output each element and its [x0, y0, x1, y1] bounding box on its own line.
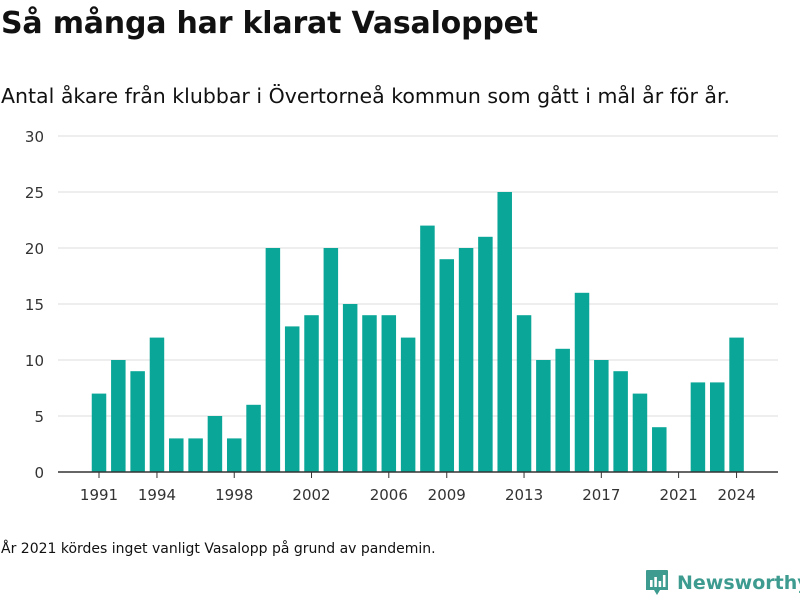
bar-1996 [188, 438, 203, 472]
y-axis-ticks: 0 5 10 15 20 25 30 [25, 128, 44, 482]
y-tick-label: 0 [34, 464, 44, 482]
x-tick-label: 2024 [717, 486, 755, 504]
x-tick-label: 1991 [80, 486, 118, 504]
y-tick-label: 20 [25, 240, 44, 258]
bar-2013 [516, 315, 532, 472]
bar-2008 [420, 225, 435, 472]
x-tick-label: 2006 [370, 486, 408, 504]
x-tick-label: 1994 [138, 486, 176, 504]
bar-1999 [246, 404, 261, 472]
bars [91, 192, 744, 472]
bar-2009 [439, 259, 455, 472]
bar-1998 [226, 438, 242, 472]
bar-2011 [478, 236, 493, 472]
x-tick-label: 1998 [215, 486, 253, 504]
bar-2015 [555, 348, 570, 472]
bar-1992 [111, 360, 126, 472]
x-axis-ticks: 1991 1994 1998 2002 2006 2009 2013 2017 2021 2024 [80, 472, 756, 504]
x-tick-label: 2002 [292, 486, 330, 504]
bar-1997 [207, 416, 223, 472]
gridlines [58, 135, 778, 417]
brand: Newsworthy [645, 569, 800, 597]
bar-1993 [130, 371, 145, 472]
bar-1994 [149, 337, 165, 472]
newsworthy-logo-icon [646, 570, 668, 595]
chart-title: Så många har klarat Vasaloppet [1, 6, 538, 41]
bar-chart: 0 5 10 15 20 25 30 1991 1994 1998 2002 2006 2009 201… [25, 128, 778, 504]
y-tick-label: 30 [25, 128, 44, 146]
bar-2004 [342, 304, 358, 472]
y-tick-label: 10 [25, 352, 44, 370]
x-tick-label: 2017 [582, 486, 620, 504]
bar-1995 [169, 438, 184, 472]
brand-name: Newsworthy [677, 572, 800, 594]
footnote: År 2021 kördes inget vanligt Vasalopp på… [1, 541, 436, 557]
bar-2005 [362, 315, 377, 472]
chart-subtitle: Antal åkare från klubbar i Övertorneå ko… [1, 84, 731, 108]
bar-2003 [323, 248, 339, 472]
bar-2023 [709, 382, 725, 472]
bar-2019 [632, 393, 648, 472]
bar-2006 [381, 315, 397, 472]
bar-2022 [690, 382, 706, 472]
bar-2010 [458, 248, 474, 472]
bar-2017 [594, 360, 609, 472]
y-tick-label: 25 [25, 184, 44, 202]
bar-2000 [265, 248, 281, 472]
y-tick-label: 5 [34, 408, 44, 426]
bar-2014 [536, 360, 551, 472]
y-tick-label: 15 [25, 296, 44, 314]
bar-2016 [574, 292, 590, 472]
bar-2020 [652, 427, 667, 472]
bar-2024 [729, 337, 744, 472]
x-tick-label: 2021 [660, 486, 698, 504]
bar-2018 [613, 371, 628, 472]
bar-1991 [91, 393, 107, 472]
bar-2012 [497, 192, 512, 472]
bar-2001 [284, 326, 300, 472]
x-tick-label: 2013 [505, 486, 543, 504]
bar-2007 [400, 337, 416, 472]
bar-2002 [304, 315, 319, 472]
x-tick-label: 2009 [428, 486, 466, 504]
